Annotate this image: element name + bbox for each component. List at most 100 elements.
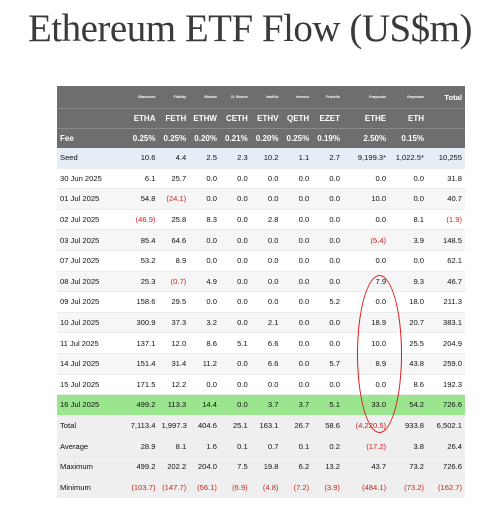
table-cell: 0.0 [281,250,313,272]
table-header: Blackrock Fidelity Bitwise 21 Shares VanEck I… [57,86,465,148]
table-cell: 0.0 [312,250,343,272]
table-cell: 19.8 [250,456,282,478]
table-cell: 0.0 [342,250,390,272]
table-cell: 46.7 [427,271,465,293]
table-cell: 2.7 [312,148,343,169]
table-cell: 726.6 [427,456,465,478]
table-cell: (162.7) [427,477,465,499]
table-cell: 0.0 [219,353,251,375]
table-cell: 0.0 [250,271,282,293]
table-cell: 10.2 [250,148,282,169]
table-cell: 3.9 [389,229,428,251]
table-cell: 0.0 [189,188,220,210]
table-cell: 300.9 [118,312,159,334]
table-cell: 0.0 [250,188,282,210]
table-cell: 26.7 [281,414,313,437]
table-cell: 0.0 [281,332,313,354]
table-cell: 18.9 [342,312,390,334]
table-row: 14 Jul 2025 151.4 31.4 11.2 0.0 6.6 0.0 5.7 8.9 4… [57,353,465,375]
issuer-header-0 [57,86,119,109]
table-cell: 0.0 [189,168,220,190]
table-row: Average 28.9 8.1 1.6 0.1 0.7 0.1 0.2 (17.2) 3.8 26… [57,435,465,457]
table-cell: 0.0 [219,374,251,396]
table-cell: 0.0 [342,374,390,396]
table-cell: 28.9 [118,435,159,457]
table-cell: (1.9) [427,209,465,231]
table-cell: 0.0 [189,250,220,272]
ticker-header-10 [427,108,465,129]
table-cell: 0.0 [250,168,282,190]
table-cell: (6.9) [219,477,251,499]
table-cell: 5.1 [219,332,251,354]
fee-header-row: Fee 0.25% 0.25% 0.20% 0.21% 0.20% 0.25% 0.19% 2.… [57,128,465,148]
row-label: Minimum [57,477,119,499]
table-cell: 0.0 [342,209,390,231]
row-label: Average [57,435,119,457]
ticker-header-1: ETHA [118,108,159,129]
ticker-header-8: ETHE [342,108,390,129]
table-cell: 1.1 [281,148,313,169]
etf-flow-table: Blackrock Fidelity Bitwise 21 Shares VanEck I… [57,86,465,499]
ticker-header-0 [57,108,119,129]
table-cell: 9,199.3* [342,148,390,169]
table-cell: 7.9 [342,271,390,293]
issuer-header-2: Fidelity [158,86,190,109]
table-cell: 6.1 [118,168,159,190]
table-cell: 8.9 [158,250,190,272]
table-cell: 0.0 [312,209,343,231]
row-label: Maximum [57,456,119,478]
table-cell: 0.0 [250,229,282,251]
table-cell: 0.0 [312,229,343,251]
table-cell: 0.0 [219,188,251,210]
table-cell: 158.6 [118,291,159,313]
table-cell: 18.0 [389,291,428,313]
table-row: 03 Jul 2025 85.4 64.6 0.0 0.0 0.0 0.0 0.0 (5.4) 3… [57,229,465,251]
table-cell: 25.5 [389,332,428,354]
table-cell: 0.0 [312,168,343,190]
table-cell: 2.8 [250,209,282,231]
table-cell: 0.0 [281,209,313,231]
table-cell: 8.1 [389,209,428,231]
table-cell: (17.2) [342,435,390,457]
table-body: Seed 10.6 4.4 2.5 2.3 10.2 1.1 2.7 9,199.3* 1,022… [57,148,465,499]
table-cell: 33.0 [342,394,390,416]
table-cell: 58.6 [312,414,343,437]
table-cell: 404.6 [189,414,220,437]
table-row: 10 Jul 2025 300.9 37.3 3.2 0.0 2.1 0.0 0.0 18.9 2… [57,312,465,334]
table-cell: 53.2 [118,250,159,272]
table-cell: 0.0 [312,271,343,293]
table-cell: 5.7 [312,353,343,375]
table-cell: 64.6 [158,229,190,251]
fee-header-5: 0.20% [250,128,282,148]
table-cell: 25.1 [219,414,251,437]
table-cell: 0.7 [250,435,282,457]
table-cell: 10.6 [118,148,159,169]
table-row: 09 Jul 2025 158.6 29.5 0.0 0.0 0.0 0.0 5.2 0.0 18… [57,291,465,313]
fee-header-3: 0.20% [189,128,220,148]
table-cell: 0.0 [189,291,220,313]
table-cell: 29.5 [158,291,190,313]
table-cell: 0.2 [312,435,343,457]
table-cell: 0.0 [250,374,282,396]
table-cell: 383.1 [427,312,465,334]
table-cell: 4.4 [158,148,190,169]
issuer-header-4: 21 Shares [219,86,251,109]
table-cell: 726.6 [427,394,465,416]
table-cell: 9.3 [389,271,428,293]
table-row: 07 Jul 2025 53.2 8.9 0.0 0.0 0.0 0.0 0.0 0.0 0.0 6… [57,250,465,272]
issuer-header-9: Grayscale [389,86,428,109]
table-row: 02 Jul 2025 (46.9) 25.8 8.3 0.0 2.8 0.0 0.0 0.0 8… [57,209,465,231]
row-label: 08 Jul 2025 [57,271,119,293]
table-cell: 0.0 [281,188,313,210]
table-cell: 151.4 [118,353,159,375]
table-cell: 0.0 [281,168,313,190]
fee-header-8: 2.50% [342,128,390,148]
table-cell: 25.3 [118,271,159,293]
table-cell: 13.2 [312,456,343,478]
issuer-header-5: VanEck [250,86,282,109]
table-row: Total 7,113.4 1,997.3 404.6 25.1 163.1 26.7 58.… [57,414,465,437]
table-cell: (484.1) [342,477,390,499]
table-cell: 2.5 [189,148,220,169]
chart-title: Ethereum ETF Flow (US$m) [27,7,473,50]
table-cell: 0.0 [281,353,313,375]
